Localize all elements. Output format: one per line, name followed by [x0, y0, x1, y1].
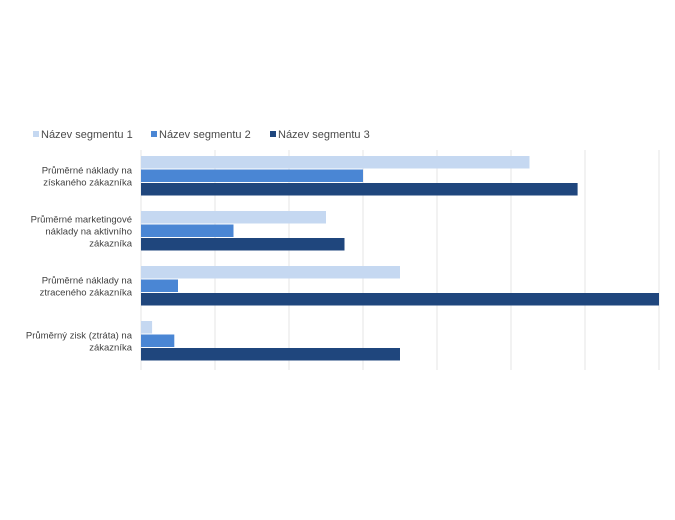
bar	[141, 238, 345, 251]
legend-swatch	[151, 131, 157, 137]
bar	[141, 224, 234, 237]
bar	[141, 279, 178, 292]
bar	[141, 334, 175, 347]
category-label: zákazníka	[89, 342, 132, 353]
legend-swatch	[270, 131, 276, 137]
bar	[141, 156, 530, 169]
bar	[141, 348, 400, 361]
bar	[141, 211, 326, 224]
legend-label: Název segmentu 3	[278, 129, 370, 141]
legend-label: Název segmentu 1	[41, 129, 133, 141]
category-label: Průměrné marketingové	[31, 214, 132, 225]
category-label: získaného zákazníka	[43, 177, 132, 188]
category-label: ztraceného zákazníka	[40, 287, 133, 298]
category-label: Průměrné náklady na	[42, 165, 133, 176]
category-label: Průměrné náklady na	[42, 275, 133, 286]
category-label: zákazníka	[89, 238, 132, 249]
bar	[141, 321, 153, 334]
category-label: náklady na aktivního	[45, 226, 132, 237]
bar	[141, 266, 400, 279]
bar	[141, 169, 363, 182]
category-label: Průměrný zisk (ztráta) na	[26, 330, 133, 341]
legend-label: Název segmentu 2	[159, 129, 251, 141]
legend-swatch	[33, 131, 39, 137]
legend: Název segmentu 1 Název segmentu 2 Název se…	[33, 129, 370, 141]
bar	[141, 293, 659, 306]
bar	[141, 183, 578, 196]
bars	[141, 156, 659, 361]
